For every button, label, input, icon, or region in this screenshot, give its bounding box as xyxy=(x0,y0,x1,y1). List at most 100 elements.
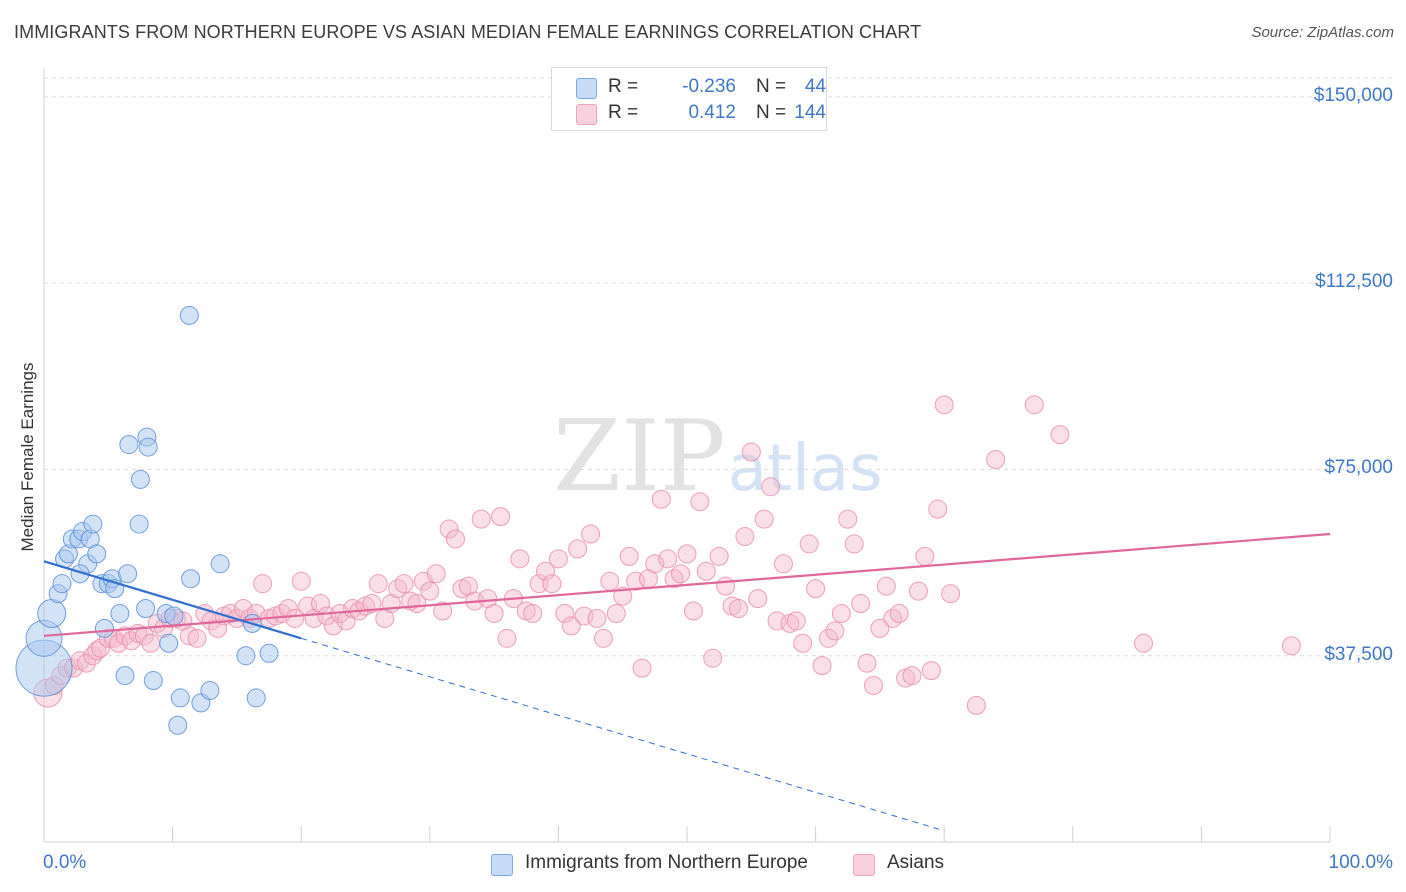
source-label: Source: ZipAtlas.com xyxy=(1251,24,1394,41)
asians-point xyxy=(561,616,581,636)
northern-europe-point xyxy=(118,564,138,584)
asians-point xyxy=(491,507,511,527)
asians-point xyxy=(658,549,678,569)
northern-europe-point xyxy=(210,554,230,574)
asians-point xyxy=(388,579,408,599)
trend-lines xyxy=(43,532,1331,832)
asians-point xyxy=(741,442,761,462)
asians-point xyxy=(773,554,793,574)
asians-point xyxy=(825,621,845,641)
northern-europe-point xyxy=(143,671,163,691)
northern-europe-point xyxy=(170,688,190,708)
asians-point xyxy=(523,603,543,623)
asians-point xyxy=(179,626,199,646)
asians-point xyxy=(934,395,954,415)
asians-point xyxy=(568,539,588,559)
asians-point xyxy=(986,449,1006,469)
asians-point xyxy=(799,534,819,554)
asians-point xyxy=(818,628,838,648)
asians-point xyxy=(613,586,633,606)
asians-point xyxy=(645,554,665,574)
asians-point xyxy=(716,576,736,596)
asians-point xyxy=(76,653,96,673)
northern-europe-point xyxy=(136,599,156,619)
asians-point xyxy=(690,492,710,512)
asians-point xyxy=(141,633,161,653)
asians-point xyxy=(915,546,935,566)
asians-point xyxy=(606,603,626,623)
asians-point xyxy=(362,594,382,614)
asians-point xyxy=(806,579,826,599)
northern-europe-point xyxy=(130,469,150,489)
asians-point xyxy=(857,653,877,673)
asians-point xyxy=(91,638,111,658)
asians-point xyxy=(838,509,858,529)
asians-point xyxy=(484,603,504,623)
northern-europe-point xyxy=(119,435,139,455)
grid-lines xyxy=(44,77,1395,657)
correlation-legend: R = -0.236 N = 44 R = 0.412 N = 144 xyxy=(551,67,827,131)
asians-point xyxy=(600,571,620,591)
northern-europe-point xyxy=(94,618,114,638)
asians-point xyxy=(671,564,691,584)
y-tick-label: $75,000 xyxy=(1324,457,1393,479)
legend-swatch-pink xyxy=(576,104,597,125)
legend-n-value: 44 xyxy=(804,76,826,97)
northern-europe-point xyxy=(37,598,67,628)
asians-point xyxy=(420,581,440,601)
asians-point xyxy=(696,561,716,581)
legend-n-label: N = xyxy=(756,102,787,123)
bottom-legend-label: Asians xyxy=(887,852,945,873)
asians-point xyxy=(683,601,703,621)
watermark: ZIPatlas xyxy=(553,400,882,514)
northern-europe-trend-extension xyxy=(301,637,945,832)
asians-point xyxy=(831,603,851,623)
asians-point xyxy=(433,601,453,621)
bottom-legend-label: Immigrants from Northern Europe xyxy=(525,852,808,873)
northern-europe-point xyxy=(259,643,279,663)
asians-point xyxy=(1050,425,1070,445)
asians-point xyxy=(471,509,491,529)
x-tick-label-max: 100.0% xyxy=(1328,852,1393,873)
asians-point xyxy=(844,534,864,554)
asians-point xyxy=(497,628,517,648)
asians-point xyxy=(536,561,556,581)
asians-point xyxy=(593,628,613,648)
y-tick-label: $112,500 xyxy=(1315,271,1393,293)
x-tick-label-min: 0.0% xyxy=(43,852,87,873)
asians-point xyxy=(928,499,948,519)
northern-europe-trend-line xyxy=(43,560,302,640)
asians-point xyxy=(902,666,922,686)
asians-trend-line xyxy=(43,532,1331,637)
asians-point xyxy=(323,616,343,636)
asians-point xyxy=(510,549,530,569)
legend-n-value: 144 xyxy=(794,102,826,123)
axes xyxy=(43,68,1331,843)
legend-r-value: -0.236 xyxy=(682,76,736,97)
asians-point xyxy=(703,648,723,668)
asians-point xyxy=(812,656,832,676)
chart-title: IMMIGRANTS FROM NORTHERN EUROPE VS ASIAN… xyxy=(14,22,922,42)
asians-point xyxy=(677,544,697,564)
asians-point xyxy=(870,618,890,638)
asians-point xyxy=(889,603,909,623)
asians-point xyxy=(754,509,774,529)
asians-point xyxy=(548,549,568,569)
asians-point xyxy=(728,599,748,619)
asians-point xyxy=(555,603,575,623)
y-tick-label: $150,000 xyxy=(1313,84,1393,106)
legend-r-value: 0.412 xyxy=(688,102,736,123)
asians-point xyxy=(748,589,768,609)
asians-point xyxy=(966,695,986,715)
asians-point xyxy=(619,546,639,566)
asians-point xyxy=(908,581,928,601)
asians-point xyxy=(1281,636,1301,656)
northern-europe-point xyxy=(110,603,130,623)
legend-swatch-blue xyxy=(576,78,597,99)
asians-point xyxy=(921,661,941,681)
asians-point xyxy=(542,574,562,594)
northern-europe-point xyxy=(52,574,72,594)
asians-point xyxy=(310,594,330,614)
legend-r-label: R = xyxy=(608,102,639,123)
